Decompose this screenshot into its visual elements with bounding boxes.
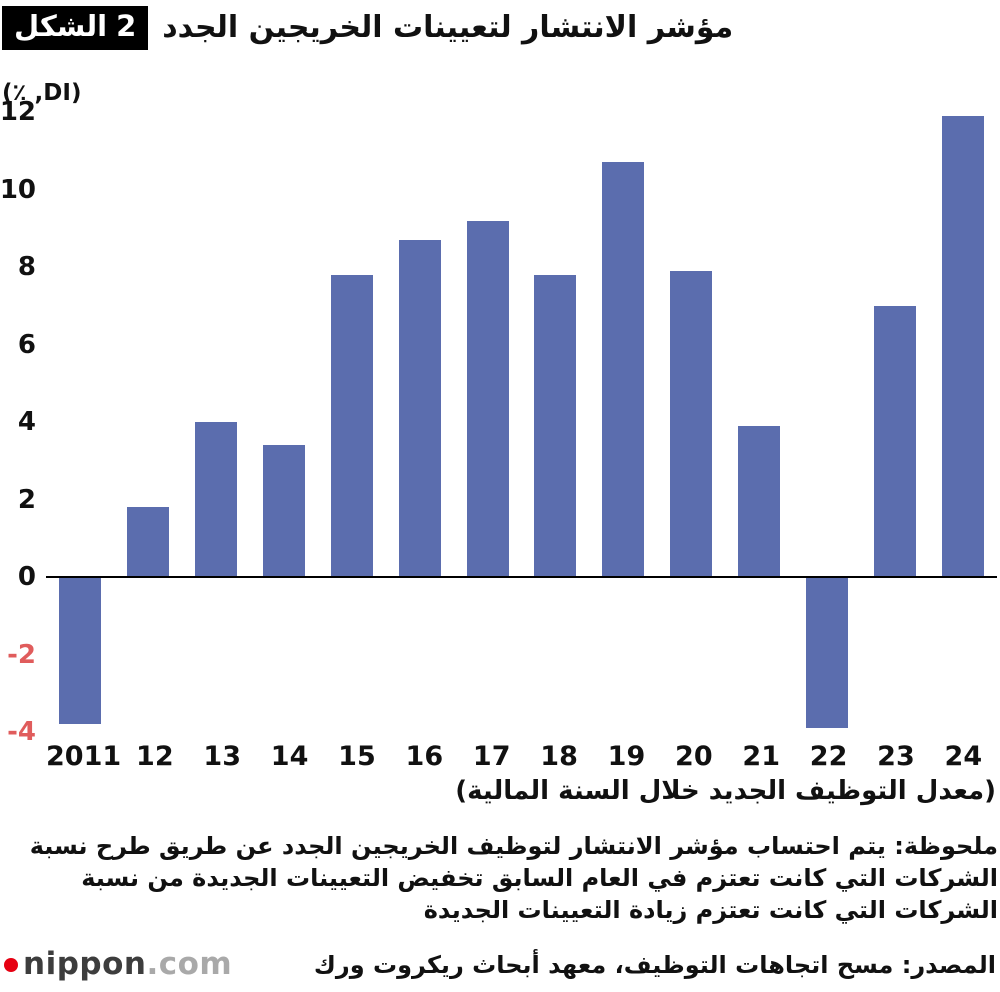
footer: nippon .com المصدر: مسح اتجاهات التوظيف،… (0, 949, 1000, 980)
x-tick-label-16: 16 (405, 741, 444, 772)
figure-badge-number: 2 (116, 9, 137, 43)
y-tick-label-4: 4 (17, 407, 36, 437)
y-tick-label-0: 0 (17, 562, 36, 592)
plot-area (46, 112, 997, 732)
bar-15 (330, 274, 373, 577)
logo-red-dot-icon (4, 957, 18, 972)
bar-24 (942, 115, 985, 577)
bar-12 (126, 507, 169, 577)
y-tick-label-2: 2 (17, 484, 36, 515)
x-tick-label-19: 19 (607, 741, 646, 772)
bar-20 (670, 270, 713, 577)
x-tick-label-23: 23 (877, 741, 915, 772)
x-tick-label-2011: 2011 (46, 741, 122, 772)
bar-22 (806, 577, 849, 729)
x-axis-caption: (معدل التوظيف الجديد خلال السنة المالية) (455, 776, 996, 806)
x-tick-label-14: 14 (270, 741, 309, 772)
bar-21 (738, 425, 781, 577)
y-tick-label-6: 6 (17, 329, 36, 360)
bar-18 (534, 274, 577, 577)
x-tick-label-17: 17 (472, 741, 511, 772)
bar-23 (874, 305, 917, 577)
logo-text-nippon: nippon (23, 946, 147, 982)
figure-title: مؤشر الانتشار لتعيينات الخريجين الجدد (162, 10, 734, 45)
nippon-logo: nippon .com (4, 949, 232, 980)
note-text: ملحوظة: يتم احتساب مؤشر الانتشار لتوظيف … (29, 832, 998, 925)
x-tick-label-13: 13 (203, 741, 241, 772)
figure-badge-word: الشكل (14, 9, 108, 43)
zero-axis-line (46, 576, 997, 578)
y-tick-label-8: 8 (17, 252, 36, 282)
x-tick-label-24: 24 (944, 741, 983, 772)
y-tick-label-12: 12 (0, 97, 36, 127)
y-axis: 12 10 8 6 4 2 0 -2 -4 (0, 99, 40, 745)
y-tick-label-10: 10 (0, 174, 36, 205)
bar-16 (398, 239, 441, 577)
x-axis: 2011 12 13 14 15 16 17 18 19 20 21 22 23 24 (46, 742, 997, 772)
x-tick-label-22: 22 (809, 741, 848, 772)
x-tick-label-15: 15 (338, 741, 376, 772)
bar-14 (262, 445, 305, 577)
y-tick-label--4: -4 (7, 717, 36, 747)
x-tick-label-20: 20 (675, 741, 713, 772)
logo-text-com: .com (146, 946, 233, 982)
bar-13 (194, 422, 237, 577)
figure-header: الشكل 2 مؤشر الانتشار لتعيينات الخريجين … (0, 0, 1000, 50)
bar-2011 (58, 577, 101, 725)
x-tick-label-21: 21 (742, 741, 780, 772)
source-text: المصدر: مسح اتجاهات التوظيف، معهد أبحاث … (313, 950, 996, 979)
bar-19 (602, 162, 645, 577)
x-tick-label-18: 18 (540, 741, 578, 772)
bar-17 (466, 220, 509, 577)
x-tick-label-12: 12 (136, 741, 174, 772)
bar-chart: 12 10 8 6 4 2 0 -2 -4 2011 12 13 14 15 16 17 18 19 20 21 22… (0, 99, 1000, 774)
y-axis-unit-label: (٪ ,DI) (2, 80, 82, 106)
figure-badge: الشكل 2 (2, 6, 149, 50)
y-tick-label--2: -2 (7, 639, 36, 670)
